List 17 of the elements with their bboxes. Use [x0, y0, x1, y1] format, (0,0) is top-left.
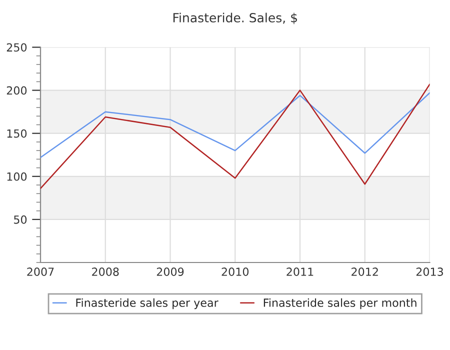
y-tick-label: 200: [6, 86, 27, 95]
x-tick-label: 2007: [27, 268, 54, 276]
line-series: [40, 92, 430, 158]
x-tick-label: 2013: [416, 268, 443, 276]
legend-label: Finasteride sales per year: [76, 298, 218, 310]
x-tick-label: 2008: [92, 268, 119, 276]
y-tick-label: 50: [14, 215, 27, 224]
legend-label: Finasteride sales per month: [264, 298, 416, 310]
x-tick-label: 2010: [222, 268, 249, 276]
line-series: [40, 84, 430, 190]
x-tick-label: 2012: [352, 268, 378, 276]
x-tick-label: 2011: [286, 268, 314, 276]
y-tick-label: 250: [6, 43, 27, 52]
y-tick-label: 150: [7, 129, 27, 138]
x-tick-label: 2009: [156, 268, 184, 276]
chart-title: Finasteride. Sales, $: [173, 12, 297, 24]
y-tick-label: 100: [7, 172, 27, 181]
